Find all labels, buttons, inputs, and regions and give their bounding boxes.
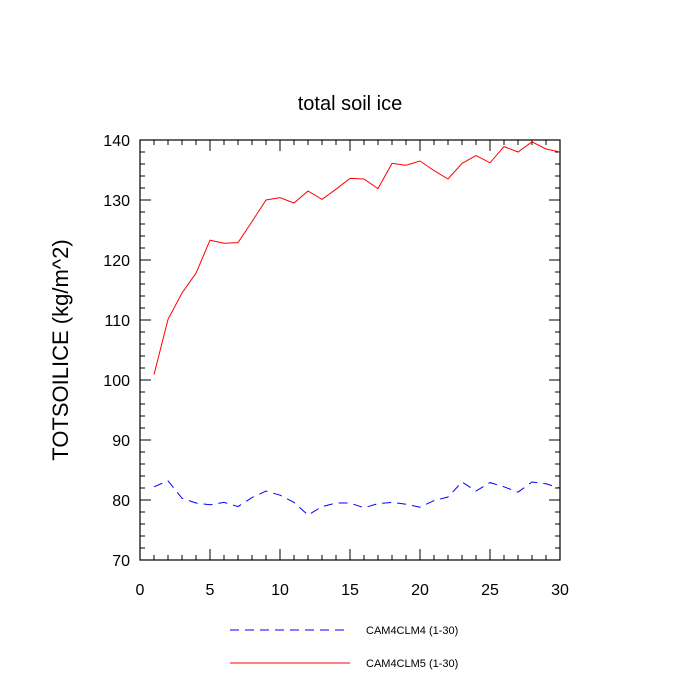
legend-label-0: CAM4CLM4 (1-30) xyxy=(366,625,458,637)
legend-label-1: CAM4CLM5 (1-30) xyxy=(366,658,458,670)
series-line-1 xyxy=(153,141,561,375)
series-line-0 xyxy=(153,480,561,516)
series-layer xyxy=(153,141,561,516)
y-tick-label: 110 xyxy=(104,313,130,330)
x-tick-label: 10 xyxy=(271,582,289,599)
y-tick-label: 80 xyxy=(112,493,130,510)
y-tick-label: 90 xyxy=(112,433,130,450)
x-tick-label: 30 xyxy=(551,582,569,599)
x-tick-label: 15 xyxy=(341,582,359,599)
y-tick-label: 70 xyxy=(112,553,130,570)
legend: CAM4CLM4 (1-30) CAM4CLM5 (1-30) xyxy=(230,625,458,670)
axes: 0 5 10 15 20 25 30 70 80 90 100 110 120 130 140 xyxy=(103,133,569,599)
y-tick-label: 140 xyxy=(103,133,130,150)
y-tick-label: 100 xyxy=(103,373,130,390)
x-tick-label: 20 xyxy=(411,582,429,599)
y-axis-label: TOTSOILICE (kg/m^2) xyxy=(48,239,73,460)
chart-title: total soil ice xyxy=(298,93,403,115)
x-tick-label: 5 xyxy=(206,582,215,599)
y-tick-label: 120 xyxy=(103,253,130,270)
y-tick-label: 130 xyxy=(103,193,130,210)
x-tick-label: 0 xyxy=(136,582,145,599)
x-tick-label: 25 xyxy=(481,582,499,599)
plot-frame xyxy=(139,139,561,561)
